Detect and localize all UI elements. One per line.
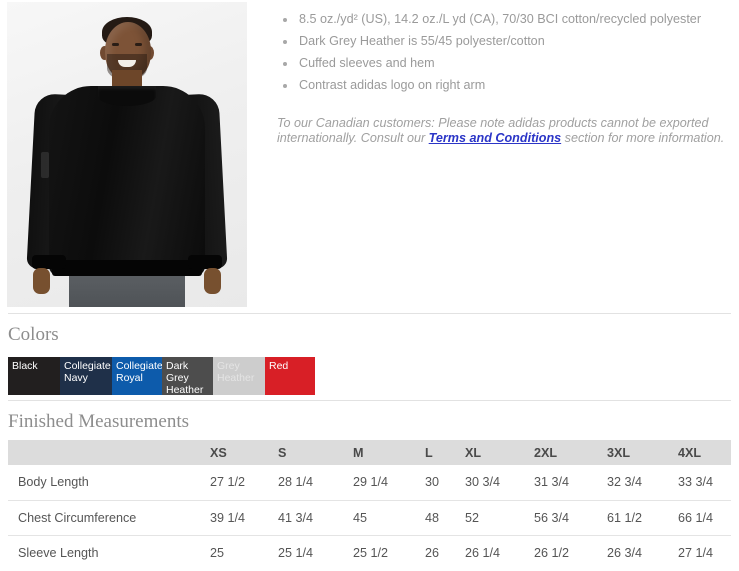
- color-swatch-dark-grey-heather[interactable]: Dark Grey Heather: [162, 357, 213, 396]
- cell-2xl: 26 1/2: [534, 545, 570, 560]
- cell-l: 26: [425, 545, 440, 560]
- column-header-l: L: [425, 445, 433, 460]
- cell-4xl: 66 1/4: [678, 510, 714, 525]
- cell-m: 45: [353, 510, 368, 525]
- cell-xl: 26 1/4: [465, 545, 501, 560]
- divider-above-colors: [8, 313, 731, 314]
- color-swatch-grey-heather[interactable]: Grey Heather: [213, 357, 265, 395]
- table-row: Body Length 27 1/2 28 1/4 29 1/4 30 30 3…: [8, 465, 731, 500]
- sweatshirt-right-cuff: [188, 255, 222, 269]
- sweatshirt-hem: [52, 260, 202, 276]
- cell-l: 30: [425, 475, 440, 490]
- column-header-4xl: 4XL: [678, 445, 702, 460]
- cell-xs: 39 1/4: [210, 510, 246, 525]
- model-right-eye: [135, 43, 142, 46]
- model-left-eye: [112, 43, 119, 46]
- column-header-s: S: [278, 445, 287, 460]
- sweatshirt-body: [49, 86, 205, 276]
- table-header: XS S M L XL 2XL 3XL 4XL: [8, 440, 731, 465]
- product-image[interactable]: [7, 2, 247, 307]
- cell-2xl: 56 3/4: [534, 510, 570, 525]
- cell-m: 25 1/2: [353, 545, 389, 560]
- color-swatch-label: Black: [12, 360, 38, 372]
- list-item: Dark Grey Heather is 55/45 polyester/cot…: [283, 34, 731, 50]
- column-header-xs: XS: [210, 445, 227, 460]
- column-header-3xl: 3XL: [607, 445, 631, 460]
- cell-3xl: 26 3/4: [607, 545, 643, 560]
- canadian-customers-note: To our Canadian customers: Please note a…: [277, 116, 729, 147]
- cell-2xl: 31 3/4: [534, 475, 570, 490]
- color-swatch-collegiate-royal[interactable]: Collegiate Royal: [112, 357, 163, 395]
- color-swatch-label: Dark Grey Heather: [166, 360, 204, 396]
- terms-and-conditions-link[interactable]: Terms and Conditions: [428, 131, 562, 146]
- product-overview: 8.5 oz./yd² (US), 14.2 oz./L yd (CA), 70…: [7, 2, 731, 307]
- column-header-blank: [8, 440, 210, 465]
- list-item: 8.5 oz./yd² (US), 14.2 oz./L yd (CA), 70…: [283, 12, 731, 28]
- color-swatch-list: Black Collegiate Navy Collegiate Royal D…: [8, 357, 315, 396]
- column-header-m: M: [353, 445, 364, 460]
- divider-above-measurements: [8, 400, 731, 401]
- table-body: Body Length 27 1/2 28 1/4 29 1/4 30 30 3…: [8, 465, 731, 570]
- note-text-after: section for more information.: [561, 131, 725, 146]
- color-swatch-collegiate-navy[interactable]: Collegiate Navy: [60, 357, 112, 395]
- model-left-ear: [100, 46, 109, 60]
- cell-l: 48: [425, 510, 440, 525]
- row-label: Chest Circumference: [18, 510, 137, 525]
- color-swatch-black[interactable]: Black: [8, 357, 60, 395]
- model-smile: [118, 60, 136, 67]
- cell-4xl: 27 1/4: [678, 545, 714, 560]
- list-item: Cuffed sleeves and hem: [283, 56, 731, 72]
- color-swatch-label: Grey Heather: [217, 360, 255, 384]
- adidas-logo-icon: [41, 152, 49, 178]
- cell-3xl: 61 1/2: [607, 510, 643, 525]
- table-header-row: XS S M L XL 2XL 3XL 4XL: [8, 440, 731, 465]
- cell-xs: 27 1/2: [210, 475, 246, 490]
- table-row: Sleeve Length 25 25 1/4 25 1/2 26 26 1/4…: [8, 535, 731, 570]
- cell-s: 41 3/4: [278, 510, 314, 525]
- row-label: Body Length: [18, 475, 89, 490]
- sweatshirt-left-cuff: [32, 255, 66, 269]
- cell-s: 25 1/4: [278, 545, 314, 560]
- cell-4xl: 33 3/4: [678, 475, 714, 490]
- colors-heading: Colors: [8, 324, 59, 345]
- color-swatch-label: Red: [269, 360, 289, 372]
- sweatshirt-collar: [98, 86, 156, 106]
- cell-m: 29 1/4: [353, 475, 389, 490]
- note-text-before: To our Canadian customers: Please note a…: [277, 115, 709, 146]
- color-swatch-red[interactable]: Red: [265, 357, 315, 395]
- feature-list: 8.5 oz./yd² (US), 14.2 oz./L yd (CA), 70…: [283, 12, 731, 100]
- color-swatch-label: Collegiate Royal: [116, 360, 163, 384]
- cell-xs: 25: [210, 545, 225, 560]
- table-row: Chest Circumference 39 1/4 41 3/4 45 48 …: [8, 500, 731, 535]
- row-label: Sleeve Length: [18, 545, 99, 560]
- cell-3xl: 32 3/4: [607, 475, 643, 490]
- column-header-2xl: 2XL: [534, 445, 558, 460]
- model-pants: [69, 274, 185, 307]
- column-header-xl: XL: [465, 445, 482, 460]
- model-right-hand: [204, 268, 221, 294]
- finished-measurements-table: XS S M L XL 2XL 3XL 4XL Body Length 27 1…: [8, 440, 731, 570]
- cell-xl: 30 3/4: [465, 475, 501, 490]
- list-item: Contrast adidas logo on right arm: [283, 78, 731, 94]
- measurements-heading: Finished Measurements: [8, 411, 190, 432]
- cell-s: 28 1/4: [278, 475, 314, 490]
- cell-xl: 52: [465, 510, 480, 525]
- model-left-hand: [33, 268, 50, 294]
- color-swatch-label: Collegiate Navy: [64, 360, 111, 384]
